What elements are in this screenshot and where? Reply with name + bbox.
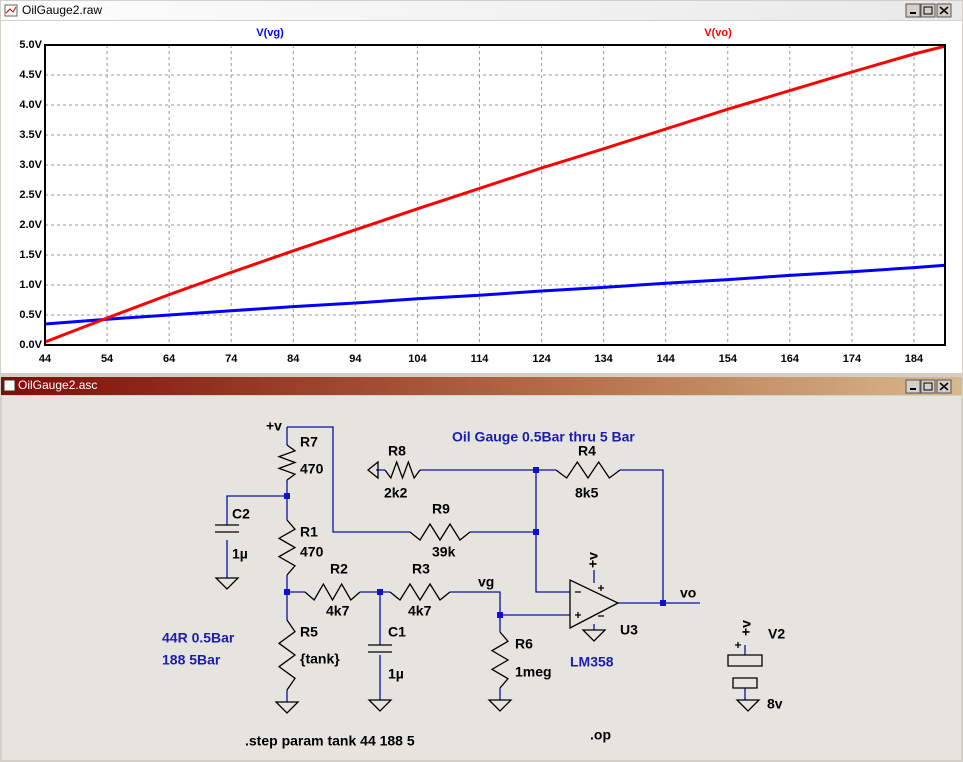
y-tick-label: 0.0V: [19, 339, 42, 351]
symbols: [214, 444, 763, 714]
resistor: [304, 582, 361, 602]
note: Oil Gauge 0.5Bar thru 5 Bar: [452, 429, 635, 445]
y-tick-label: 5.0V: [19, 39, 42, 51]
note: 44R 0.5Bar: [162, 630, 235, 646]
component-name: R1: [300, 524, 318, 540]
legend-entry: V(vo): [704, 27, 732, 39]
title-bar[interactable]: [1, 1, 962, 20]
component-name: R9: [432, 501, 450, 517]
component-value: {tank}: [300, 651, 340, 667]
x-tick-label: 54: [101, 353, 114, 365]
x-tick-label: 184: [905, 353, 924, 365]
x-tick-label: 84: [287, 353, 300, 365]
net-label: vo: [680, 585, 696, 601]
window-title: OilGauge2.raw: [22, 3, 102, 17]
x-tick-label: 44: [39, 353, 52, 365]
x-tick-label: 94: [349, 353, 362, 365]
component-value: 8k5: [575, 485, 599, 501]
resistor: [490, 631, 510, 689]
series-line: [44, 263, 946, 326]
series-line: [44, 44, 946, 344]
x-tick-label: 114: [471, 353, 490, 365]
y-tick-label: 3.5V: [19, 129, 42, 141]
component-name: V2: [768, 626, 785, 642]
resistor: [409, 522, 471, 542]
component-name: R8: [388, 443, 406, 459]
component-name: R5: [300, 624, 318, 640]
y-tick-label: 3.0V: [19, 159, 42, 171]
component-value: 4k7: [326, 603, 350, 619]
ground: [487, 699, 513, 712]
y-tick-label: 2.5V: [19, 189, 42, 201]
window-buttons[interactable]: [905, 3, 952, 18]
resistor: [555, 460, 621, 480]
window-buttons[interactable]: [905, 379, 952, 394]
component-name: U3: [620, 622, 638, 638]
component-name: C2: [232, 506, 250, 522]
component-name: C1: [388, 624, 406, 640]
ground: [274, 701, 300, 714]
y-tick-label: 1.5V: [19, 249, 42, 261]
x-tick-label: 174: [843, 353, 862, 365]
component-name: R3: [412, 561, 430, 577]
directive: .step param tank 44 188 5: [245, 733, 415, 749]
junctions: [284, 467, 666, 618]
window-icon: [3, 379, 16, 392]
x-tick-label: 124: [532, 353, 551, 365]
x-tick-label: 164: [781, 353, 800, 365]
component-value: 470: [300, 461, 324, 477]
resistor: [277, 444, 297, 481]
directive: .op: [590, 727, 611, 743]
component-name: R7: [300, 434, 318, 450]
component-value: 4k7: [408, 603, 432, 619]
ground: [735, 699, 761, 712]
plot-panel: [1, 21, 962, 373]
plot-frame: [44, 44, 946, 346]
title-bar[interactable]: [1, 377, 962, 395]
resistor: [277, 619, 297, 691]
y-tick-label: 1.0V: [19, 279, 42, 291]
x-tick-label: 144: [657, 353, 676, 365]
component-value: 470: [300, 544, 324, 560]
component-value: LM358: [570, 654, 614, 670]
x-tick-label: 104: [408, 353, 427, 365]
x-tick-label: 64: [163, 353, 176, 365]
x-tick-label: 74: [225, 353, 238, 365]
net-label: +v: [738, 620, 754, 636]
x-tick-label: 134: [594, 353, 613, 365]
resistor: [277, 519, 297, 576]
y-tick-label: 0.5V: [19, 309, 42, 321]
x-tick-label: 154: [719, 353, 738, 365]
component-value: 2k2: [384, 485, 408, 501]
y-tick-label: 4.5V: [19, 69, 42, 81]
window-title: OilGauge2.asc: [18, 378, 97, 392]
legend-entry: V(vg): [256, 27, 284, 39]
component-value: 1meg: [515, 664, 552, 680]
net-label: +v: [266, 418, 282, 434]
net-label: vg: [478, 574, 494, 590]
ground: [581, 629, 607, 642]
resistor: [389, 582, 451, 602]
net-label: +v: [585, 552, 601, 568]
y-tick-label: 2.0V: [19, 219, 42, 231]
note: 188 5Bar: [162, 652, 221, 668]
window-icon: [5, 6, 17, 14]
component-name: R4: [578, 443, 596, 459]
y-tick-label: 4.0V: [19, 99, 42, 111]
component-value: 1µ: [232, 546, 248, 562]
component-value: 39k: [432, 544, 456, 560]
schematic-canvas[interactable]: [2, 396, 961, 760]
ground: [367, 699, 393, 712]
component-value: 8v: [767, 696, 783, 712]
component-value: 1µ: [388, 666, 404, 682]
ground: [214, 577, 240, 590]
resistor: [384, 460, 421, 480]
component-name: R2: [330, 561, 348, 577]
component-name: R6: [515, 636, 533, 652]
